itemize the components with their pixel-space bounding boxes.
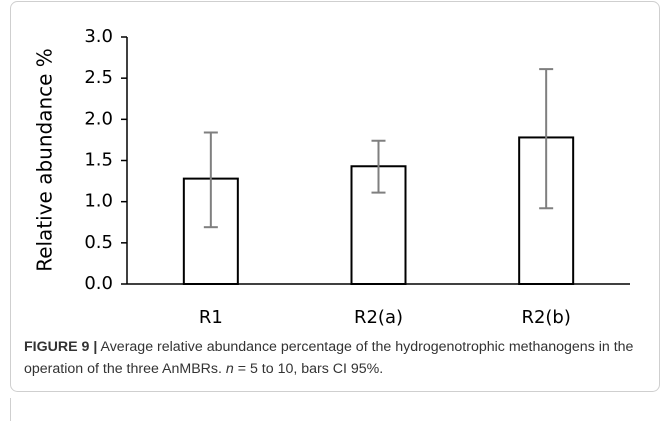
y-tick-label: 3.0 [84,26,113,47]
caption-symbol: n [225,361,234,377]
y-axis-label: Relative abundance % [33,48,57,272]
y-tick-label: 1.0 [84,191,113,212]
y-tick-label: 0.0 [84,273,113,294]
caption: FIGURE 9 | Average relative abundance pe… [24,336,649,380]
y-tick-label: 1.5 [84,150,113,171]
y-tick-label: 0.5 [84,232,113,253]
x-tick-label: R2(a) [354,307,403,328]
x-tick-label: R2(b) [521,307,570,328]
x-tick-label: R1 [199,307,223,328]
y-tick-label: 2.5 [84,67,113,88]
caption-text: = 5 to 10, bars CI 95%. [233,361,384,377]
y-tick-label: 2.0 [84,108,113,129]
caption-label: FIGURE 9 | [24,339,98,355]
frame [10,1,660,392]
caption-text: Average relative abundance percentage of… [24,339,634,377]
